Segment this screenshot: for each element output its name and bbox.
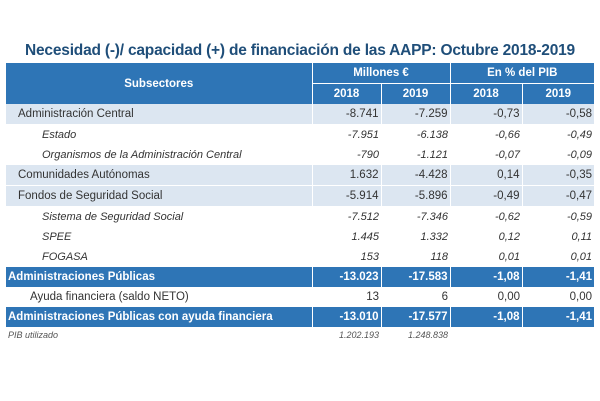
row-value: -0,66: [494, 129, 521, 141]
row-label: SPEE: [42, 231, 72, 243]
row-value: -0,59: [566, 211, 593, 223]
row-value: 0,00: [497, 291, 521, 303]
row-value: -0,35: [521, 165, 595, 186]
row-value: 13: [366, 291, 379, 303]
row-value: -6.138: [416, 129, 449, 141]
header-row-2: 2018 2019 2018 2019: [6, 83, 595, 104]
row-label: Administraciones Públicas: [6, 267, 312, 287]
row-value: -13.023: [311, 267, 381, 287]
row-value: -7.951: [347, 129, 379, 141]
row-value: -0,47: [521, 185, 595, 207]
row-value: 0,00: [569, 291, 593, 303]
table-title: Necesidad (-)/ capacidad (+) de financia…: [25, 42, 575, 59]
row-label: FOGASA: [42, 251, 88, 263]
table-row: FOGASA 153 118 0,01 0,01: [6, 247, 594, 267]
row-label: Comunidades Autónomas: [6, 165, 312, 186]
row-value: 153: [360, 251, 379, 263]
row-value: -1,08: [449, 307, 523, 327]
pib-label: PIB utilizado: [8, 330, 59, 340]
row-label: Ayuda financiera (saldo NETO): [30, 291, 189, 303]
row-value: -0,58: [521, 104, 595, 125]
header-pib: En % del PIB: [449, 63, 595, 84]
table-row: Organismos de la Administración Central -…: [6, 145, 594, 165]
row-value: 1.445: [351, 231, 379, 243]
row-value: -0,07: [494, 149, 521, 161]
row-value: -790: [356, 149, 379, 161]
row-value: 0,12: [498, 231, 521, 243]
header-year: 2019: [380, 83, 451, 104]
row-value: 0,14: [449, 165, 523, 186]
row-value: 118: [430, 251, 449, 263]
pib-row: PIB utilizado 1.202.193 1.248.838: [6, 327, 594, 343]
row-value: -0,09: [566, 149, 593, 161]
financing-table: Subsectores Millones € En % del PIB 2018…: [6, 63, 595, 343]
row-value: -1,41: [521, 267, 595, 287]
row-label: Fondos de Seguridad Social: [6, 185, 312, 207]
pib-value: 1.248.838: [407, 330, 449, 340]
pib-value: 1.202.193: [338, 330, 379, 340]
row-label: Administraciones Públicas con ayuda fina…: [6, 307, 312, 327]
row-label: Estado: [42, 129, 77, 141]
row-value: 0,01: [498, 251, 521, 263]
row-value: -17.577: [380, 307, 451, 327]
row-label: Sistema de Seguridad Social: [42, 211, 184, 223]
row-value: -8.741: [311, 104, 381, 125]
row-label: Administración Central: [6, 104, 312, 125]
table-row: SPEE 1.445 1.332 0,12 0,11: [6, 227, 594, 247]
row-value: 1.332: [420, 231, 449, 243]
row-value: -0,62: [494, 211, 521, 223]
table-row: Estado -7.951 -6.138 -0,66 -0,49: [6, 125, 594, 146]
row-value: -5.896: [380, 185, 451, 207]
table-row: Administración Central -8.741 -7.259 -0,73-…: [6, 104, 595, 125]
row-value: -0,49: [566, 129, 593, 141]
row-value: 0,01: [570, 251, 593, 263]
header-year: 2019: [521, 83, 595, 104]
row-value: -4.428: [380, 165, 451, 186]
header-row-1: Subsectores Millones € En % del PIB: [6, 63, 595, 104]
row-value: 1.632: [311, 165, 381, 186]
row-value: -5.914: [311, 185, 381, 207]
row-value: -13.010: [311, 307, 381, 327]
header-year: 2018: [311, 83, 381, 104]
row-value: -1.121: [416, 149, 449, 161]
row-value: -7.512: [347, 211, 379, 223]
table-row: Sistema de Seguridad Social -7.512 -7.346 -…: [6, 207, 594, 228]
table-row: Administraciones Públicas con ayuda fina…: [6, 307, 595, 327]
row-value: 0,11: [571, 231, 593, 243]
row-value: -1,08: [449, 267, 523, 287]
table-row: Fondos de Seguridad Social -5.914 -5.896 -0…: [6, 185, 595, 207]
row-value: -0,49: [449, 185, 523, 207]
table-row: Ayuda financiera (saldo NETO) 13 6 0,00 0,00: [6, 287, 594, 307]
row-value: -1,41: [521, 307, 595, 327]
row-value: -7.259: [380, 104, 451, 125]
table-row: Comunidades Autónomas 1.632 -4.428 0,14 -0,3…: [6, 165, 595, 186]
row-value: -17.583: [380, 267, 451, 287]
row-label: Organismos de la Administración Central: [42, 149, 242, 161]
row-value: -0,73: [449, 104, 523, 125]
header-year: 2018: [449, 83, 523, 104]
row-value: 6: [441, 291, 449, 303]
table-row: Administraciones Públicas -13.023 -17.583-…: [6, 267, 595, 287]
row-value: -7.346: [416, 211, 449, 223]
header-millones: Millones €: [311, 63, 451, 84]
header-subsectores: Subsectores: [6, 63, 312, 104]
